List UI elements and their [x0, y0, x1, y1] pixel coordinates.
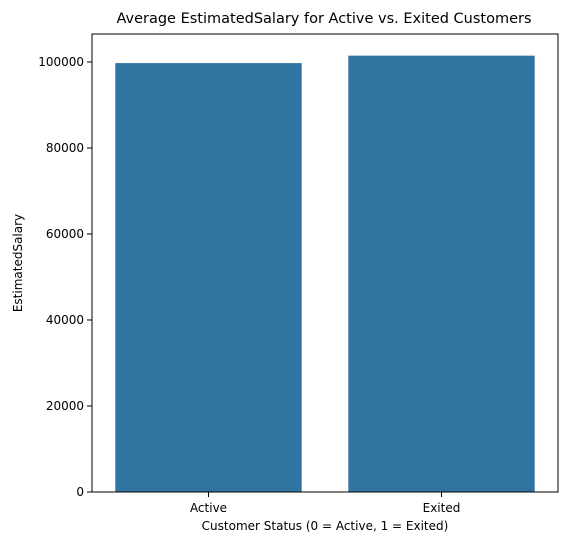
y-tick-label: 0: [76, 485, 84, 499]
y-axis-label: EstimatedSalary: [11, 214, 25, 312]
y-tick-label: 80000: [46, 141, 84, 155]
y-tick-label: 20000: [46, 399, 84, 413]
chart-title: Average EstimatedSalary for Active vs. E…: [116, 11, 531, 27]
bar-active: [115, 63, 302, 492]
y-axis-ticks: 0 20000 40000 60000 80000 100000: [38, 55, 92, 499]
plot-frame: [91, 33, 559, 493]
y-tick-label: 60000: [46, 227, 84, 241]
y-tick-label: 100000: [38, 55, 84, 69]
bar-exited: [348, 55, 535, 493]
x-tick-label: Exited: [423, 501, 461, 515]
bars-layer: [115, 55, 535, 493]
x-axis-ticks: Active Exited: [190, 492, 460, 515]
y-tick-label: 40000: [46, 313, 84, 327]
x-axis-label: Customer Status (0 = Active, 1 = Exited): [202, 519, 449, 533]
x-tick-label: Active: [190, 501, 227, 515]
